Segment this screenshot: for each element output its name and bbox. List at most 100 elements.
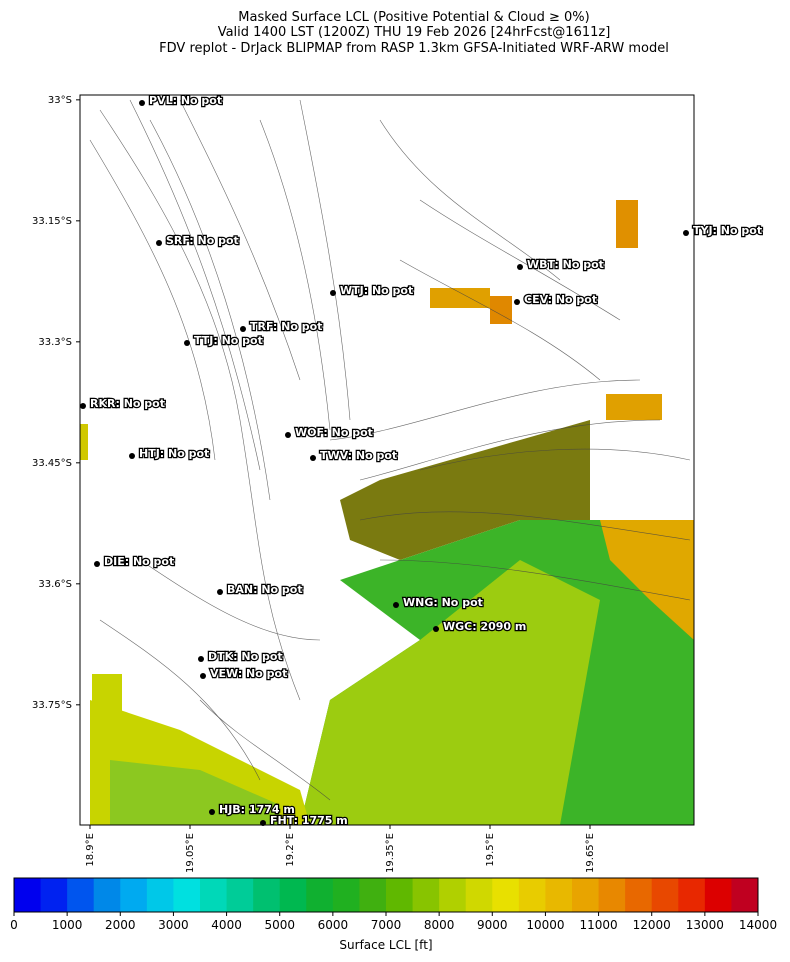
colorbar-tick-label: 13000 — [686, 918, 724, 932]
colorbar-tick-label: 12000 — [633, 918, 671, 932]
colorbar-segment — [651, 878, 679, 912]
contour — [99, 99, 691, 801]
colorbar-segment — [279, 878, 307, 912]
x-tick-label: 19.05°E — [185, 833, 196, 873]
colorbar-segment — [731, 878, 759, 912]
station-dot — [285, 432, 291, 438]
station-label: DTK: No pot — [208, 650, 283, 663]
colorbar-segment — [93, 878, 121, 912]
colorbar-segment — [14, 878, 42, 912]
title-line: FDV replot - DrJack BLIPMAP from RASP 1.… — [159, 41, 669, 56]
y-tick-label: 33.75°S — [32, 700, 72, 711]
colorbar-segment — [572, 878, 600, 912]
station-label: FHT: 1775 m — [270, 814, 348, 827]
terrain — [80, 99, 694, 825]
station-label: TTJ: No pot — [194, 334, 263, 347]
colorbar-segment — [306, 878, 334, 912]
station-dot — [393, 602, 399, 608]
station-dot — [517, 264, 523, 270]
station-dot — [514, 299, 520, 305]
lcl-patch — [616, 200, 638, 248]
station-label: TYJ: No pot — [693, 224, 762, 237]
colorbar-segment — [200, 878, 228, 912]
station-dot — [240, 326, 246, 332]
lcl-patch — [490, 296, 512, 324]
colorbar-segment — [625, 878, 653, 912]
x-tick-label: 19.65°E — [585, 833, 596, 873]
colorbar-segment — [332, 878, 360, 912]
station-label: TWV: No pot — [320, 449, 397, 462]
colorbar-segment — [359, 878, 387, 912]
colorbar-segment — [412, 878, 440, 912]
y-tick-label: 33.45°S — [32, 458, 72, 469]
station-label: WTJ: No pot — [340, 284, 413, 297]
colorbar-tick-label: 11000 — [579, 918, 617, 932]
lcl-patch — [80, 424, 88, 460]
colorbar-label: Surface LCL [ft] — [339, 938, 432, 952]
station-dot — [94, 561, 100, 567]
station-label: CEV: No pot — [524, 293, 597, 306]
contour — [89, 119, 691, 781]
colorbar-tick-label: 3000 — [158, 918, 189, 932]
colorbar-segment — [173, 878, 201, 912]
colorbar-tick-label: 14000 — [739, 918, 777, 932]
station-dot — [139, 100, 145, 106]
station-dot — [129, 453, 135, 459]
colorbar-segment — [67, 878, 95, 912]
lcl-orange — [600, 520, 694, 640]
lcl-greenbl — [110, 760, 280, 825]
station-dot — [209, 809, 215, 815]
colorbar-segment — [545, 878, 573, 912]
station-label: WNG: No pot — [403, 596, 483, 609]
lcl-patch — [430, 288, 490, 308]
station-label: HTJ: No pot — [139, 447, 209, 460]
colorbar-segment — [253, 878, 281, 912]
lcl-olive — [340, 420, 590, 560]
colorbar-tick-label: 9000 — [477, 918, 508, 932]
station-dot — [184, 340, 190, 346]
station-label: RKR: No pot — [90, 397, 165, 410]
map-frame — [79, 94, 695, 826]
y-tick-label: 33.15°S — [32, 216, 72, 227]
lcl-lime — [300, 560, 600, 825]
colorbar-segment — [704, 878, 732, 912]
station-label: VEW: No pot — [210, 667, 287, 680]
station-dot — [156, 240, 162, 246]
colorbar-tick-label: 10000 — [526, 918, 564, 932]
station-dot — [683, 230, 689, 236]
colorbar-tick-label: 6000 — [318, 918, 349, 932]
station-dot — [217, 589, 223, 595]
colorbar-tick-label: 8000 — [424, 918, 455, 932]
colorbar-tick-label: 0 — [10, 918, 18, 932]
x-tick-label: 18.9°E — [85, 833, 96, 867]
colorbar-tick-label: 5000 — [264, 918, 295, 932]
colorbar-segment — [439, 878, 467, 912]
colorbar-segment — [465, 878, 493, 912]
x-tick-label: 19.2°E — [285, 833, 296, 867]
colorbar-segment — [386, 878, 414, 912]
station-dot — [198, 656, 204, 662]
colorbar-segment — [518, 878, 546, 912]
lcl-patch — [606, 394, 662, 420]
station-label: TRF: No pot — [250, 320, 322, 333]
colorbar-segment — [598, 878, 626, 912]
y-tick-label: 33.3°S — [38, 337, 72, 348]
station-label: BAN: No pot — [227, 583, 303, 596]
y-tick-label: 33.6°S — [38, 579, 72, 590]
station-label: WBT: No pot — [527, 258, 604, 271]
title-line: Masked Surface LCL (Positive Potential &… — [238, 10, 589, 25]
colorbar-segment — [678, 878, 706, 912]
station-dot — [310, 455, 316, 461]
station-dot — [80, 403, 86, 409]
title-line: Valid 1400 LST (1200Z) THU 19 Feb 2026 [… — [218, 25, 611, 40]
station-label: WGC: 2090 m — [443, 620, 526, 633]
station-label: PVL: No pot — [149, 94, 222, 107]
colorbar-tick-label: 7000 — [371, 918, 402, 932]
colorbar-tick-label: 4000 — [211, 918, 242, 932]
station-dot — [433, 626, 439, 632]
colorbar-segment — [120, 878, 148, 912]
station-dot — [200, 673, 206, 679]
station-dot — [330, 290, 336, 296]
colorbar-segment — [146, 878, 174, 912]
